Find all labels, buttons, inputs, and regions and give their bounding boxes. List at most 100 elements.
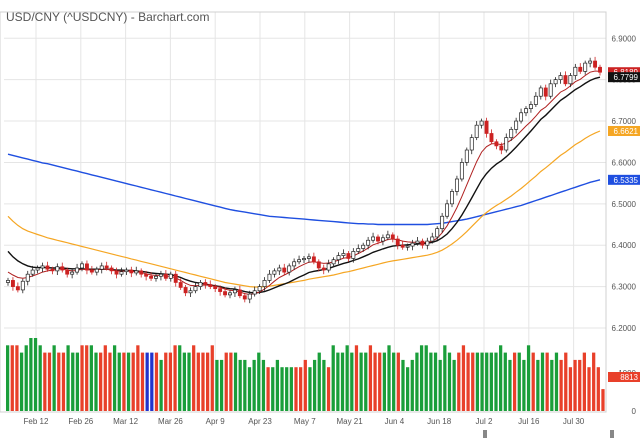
volume-bar (52, 345, 56, 411)
volume-bar (424, 345, 428, 411)
volume-bar (229, 352, 233, 411)
candle-body (119, 271, 124, 275)
candle-body (588, 60, 593, 64)
candle-body (410, 242, 415, 247)
volume-bar (19, 352, 24, 411)
volume-bar (61, 352, 66, 411)
x-tick-label: Feb 12 (24, 417, 49, 426)
scroll-handle-right[interactable] (610, 430, 614, 438)
volume-bar (475, 352, 480, 411)
candle-body (519, 112, 524, 122)
volume-bar (573, 359, 577, 411)
x-tick-label: Apr 9 (206, 417, 226, 426)
volume-bar (345, 345, 349, 411)
volume-bar (275, 359, 280, 411)
volume-bar (182, 352, 186, 411)
candle-body (124, 269, 129, 273)
candle-body (193, 286, 198, 292)
volume-bar (38, 345, 42, 411)
x-tick-label: Feb 26 (68, 417, 93, 426)
volume-bar (215, 359, 219, 411)
y-tick-label: 6.3000 (612, 283, 637, 292)
y-tick-label: 6.2000 (612, 324, 637, 333)
candle-body (351, 251, 356, 259)
volume-bar (75, 352, 80, 411)
volume-bar (89, 345, 93, 411)
candle-body (311, 256, 316, 263)
volume-bar (392, 352, 396, 411)
candle-body (129, 269, 134, 274)
candle-body (326, 263, 331, 271)
candle-body (593, 60, 598, 68)
candle-body (109, 267, 114, 272)
volume-bar (322, 359, 326, 411)
candle-body (435, 228, 440, 238)
candle-body (366, 239, 371, 246)
candle-body (400, 244, 405, 248)
candle-body (583, 62, 588, 72)
candle-body (504, 137, 509, 151)
volume-bar (266, 367, 270, 411)
candle-body (450, 191, 454, 205)
volume-bar (303, 359, 307, 411)
candle-body (188, 290, 193, 294)
candle-body (232, 289, 237, 294)
x-axis: Feb 12 Feb 26 Mar 12 Mar 26 Apr 9 Apr 23 May 7… (24, 417, 585, 426)
volume-bar (601, 389, 605, 411)
volume-bar (554, 352, 559, 411)
plot-frame (0, 11, 607, 413)
volume-bar (550, 359, 554, 411)
volume-bar (33, 338, 38, 411)
x-tick-label: Jul 30 (563, 417, 585, 426)
volume-bar (354, 345, 359, 411)
volume-bar (387, 345, 391, 411)
candle-body (262, 280, 267, 287)
x-tick-label: Jun 18 (427, 417, 452, 426)
volume-bar (57, 352, 61, 411)
candle-body (405, 245, 410, 248)
candle-body (553, 79, 558, 85)
ma-line-blue (7, 153, 601, 226)
volume-bar (317, 352, 321, 411)
volume-bar (331, 345, 335, 411)
volume-bar (368, 345, 373, 411)
candle-body (376, 236, 380, 242)
candle-body (218, 288, 223, 292)
scroll-handle-left[interactable] (483, 430, 487, 438)
candle-body (528, 104, 533, 109)
candle-body (331, 259, 336, 265)
candle-body (489, 133, 494, 143)
candle-body (252, 290, 257, 295)
volume-bar (564, 352, 568, 411)
candle-body (55, 266, 60, 272)
volume-bar (531, 352, 535, 411)
volume-bar (117, 352, 121, 411)
volume-bar (364, 352, 368, 411)
candle-body (543, 87, 548, 97)
candle-body (99, 265, 104, 270)
candle-body (114, 270, 119, 275)
volume-bar (461, 345, 466, 411)
candle-body (173, 273, 178, 283)
volume-bar (280, 367, 284, 411)
volume-bar (447, 352, 452, 411)
ma-line-orange (7, 130, 601, 288)
candle-body (573, 66, 578, 76)
x-tick-label: Jul 2 (476, 417, 493, 426)
volume-bar (382, 352, 386, 411)
volume-bar (443, 345, 447, 411)
candle-body (45, 265, 50, 270)
candle-body (15, 286, 20, 291)
volume-bar (378, 352, 382, 411)
volume-bar (80, 345, 84, 411)
scroll-handles[interactable] (483, 430, 614, 438)
candle-body (183, 287, 188, 294)
volume-bar (187, 352, 191, 411)
candle-body (430, 236, 435, 242)
candle-body (371, 236, 376, 241)
candle-body (509, 128, 514, 138)
volume-zero-label: 0 (632, 407, 637, 416)
candle-body (277, 267, 282, 272)
candle-body (75, 267, 80, 273)
